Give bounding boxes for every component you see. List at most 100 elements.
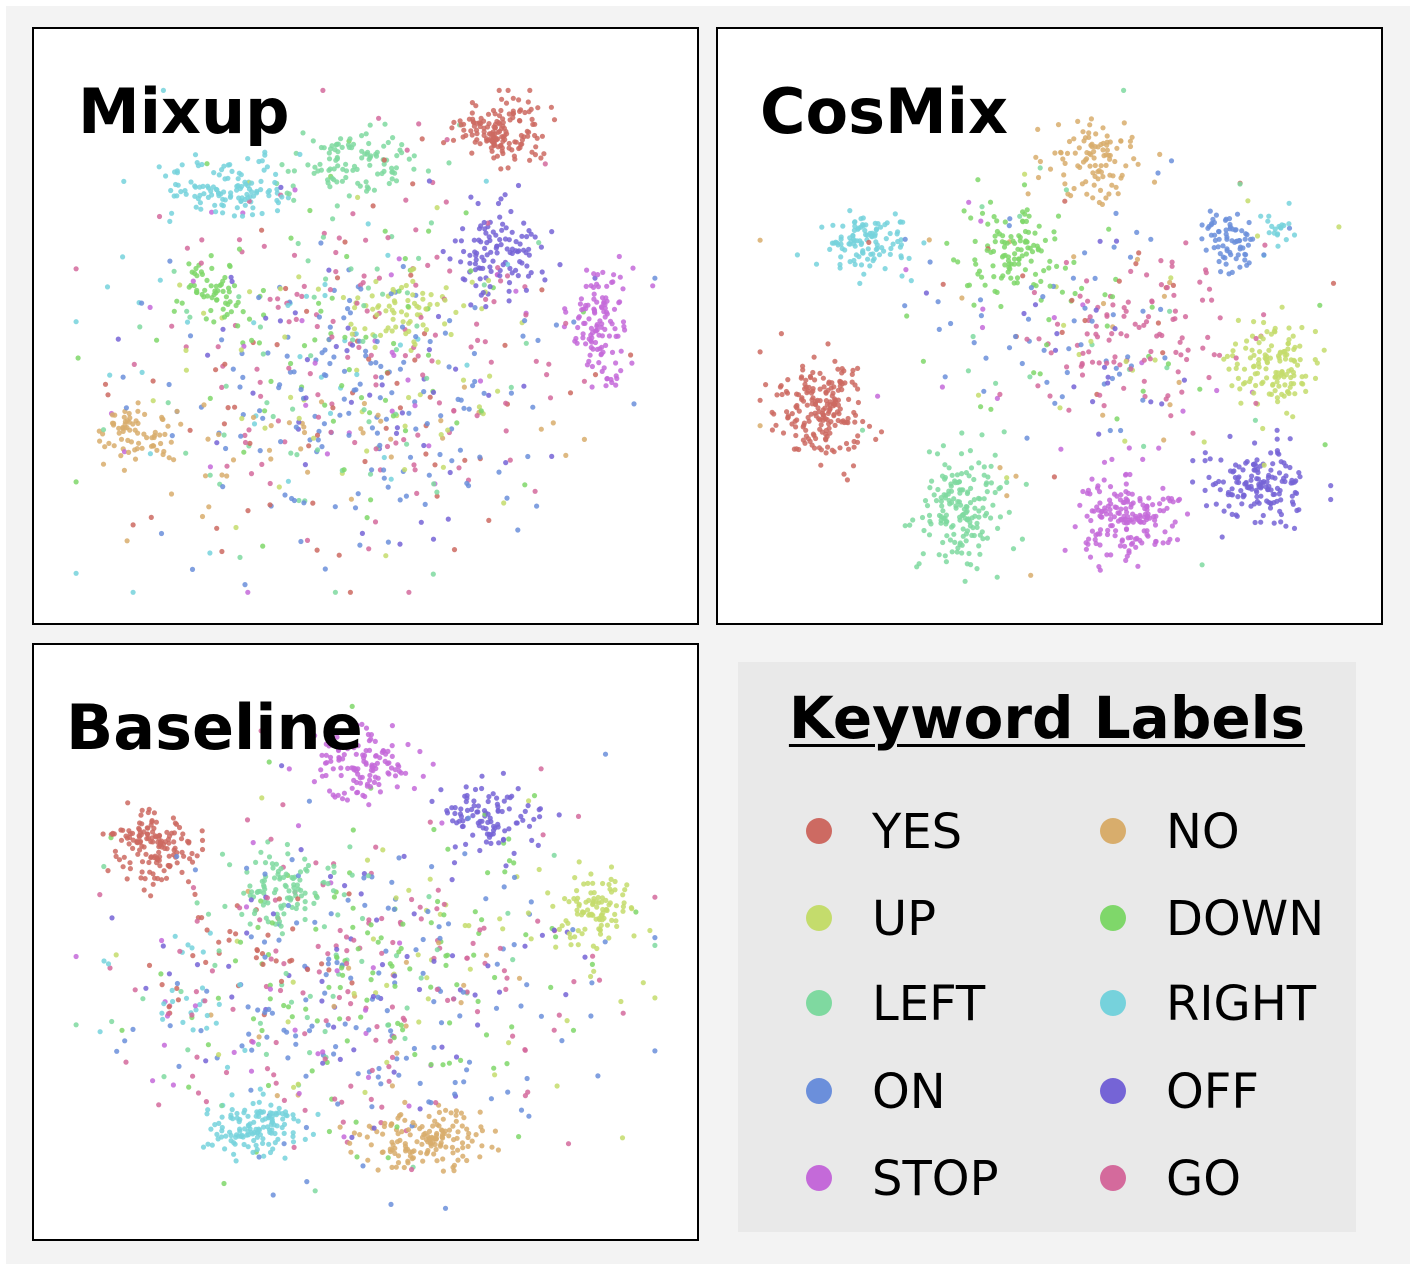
point-right	[397, 342, 403, 348]
point-off	[298, 847, 304, 853]
point-left	[326, 150, 332, 156]
point-up	[390, 286, 396, 293]
point-right	[205, 183, 211, 189]
point-left	[310, 138, 316, 144]
point-down	[231, 283, 238, 289]
point-up	[614, 923, 620, 929]
point-left	[942, 553, 948, 559]
point-off	[418, 519, 424, 525]
point-off	[417, 1106, 423, 1112]
point-up	[612, 911, 618, 917]
point-off	[487, 264, 493, 270]
point-yes	[304, 308, 310, 314]
point-on	[383, 948, 389, 954]
point-go	[316, 969, 322, 975]
point-off	[1096, 431, 1102, 437]
point-off	[397, 541, 403, 547]
point-on	[426, 1099, 432, 1105]
point-yes	[314, 547, 320, 553]
point-on	[397, 366, 403, 372]
point-down	[225, 301, 231, 307]
point-yes	[267, 502, 273, 508]
point-no	[389, 1164, 395, 1170]
point-up	[1251, 319, 1257, 325]
point-left	[375, 171, 381, 177]
point-down	[1023, 251, 1029, 257]
point-right	[272, 1140, 278, 1146]
point-left	[253, 859, 259, 865]
point-left	[947, 537, 953, 543]
point-off	[349, 342, 356, 348]
point-up	[620, 892, 626, 898]
point-go	[272, 897, 278, 903]
point-on	[385, 905, 391, 911]
point-left	[931, 492, 937, 498]
point-on	[452, 1091, 458, 1097]
point-down	[633, 909, 639, 915]
cosmix-panel: CosMix	[716, 27, 1383, 625]
point-yes	[157, 854, 163, 860]
point-left	[322, 1028, 328, 1035]
point-left	[1167, 308, 1173, 314]
point-on	[403, 493, 409, 499]
point-yes	[839, 419, 845, 425]
point-on	[319, 444, 325, 450]
point-no	[460, 1153, 466, 1159]
point-go	[333, 249, 339, 256]
point-down	[1020, 209, 1026, 215]
point-down	[344, 253, 350, 260]
point-up	[1282, 382, 1288, 388]
point-no	[230, 457, 237, 463]
point-go	[556, 1012, 562, 1018]
point-go	[464, 955, 470, 961]
point-no	[380, 1131, 386, 1137]
point-stop	[324, 451, 330, 457]
point-up	[1284, 410, 1290, 416]
point-no	[157, 432, 163, 438]
point-off	[520, 817, 526, 823]
point-stop	[1139, 540, 1145, 546]
point-yes	[498, 107, 504, 114]
point-right	[310, 1131, 316, 1137]
point-left	[944, 533, 950, 539]
point-up	[1152, 357, 1158, 363]
point-down	[396, 288, 402, 294]
point-left	[325, 881, 331, 887]
point-left	[920, 551, 926, 557]
point-yes	[507, 117, 513, 123]
point-off	[472, 261, 478, 267]
point-off	[500, 770, 506, 776]
point-right	[200, 1144, 207, 1150]
point-no	[1134, 256, 1141, 262]
point-go	[535, 918, 541, 924]
point-down	[1149, 304, 1155, 310]
point-off	[526, 823, 533, 829]
point-on	[220, 484, 226, 490]
point-up	[386, 303, 392, 309]
point-up	[1168, 275, 1174, 281]
point-right	[205, 1107, 211, 1113]
point-on	[511, 942, 517, 948]
point-off	[1213, 501, 1219, 507]
point-stop	[979, 324, 986, 331]
point-go	[257, 917, 263, 923]
point-stop	[586, 316, 592, 322]
point-off	[302, 462, 308, 468]
point-go	[533, 358, 539, 364]
point-down	[301, 343, 308, 349]
point-left	[955, 545, 961, 551]
point-down	[209, 265, 215, 271]
point-on	[652, 935, 658, 941]
point-up	[427, 876, 433, 882]
point-yes	[804, 390, 810, 396]
point-on	[936, 326, 942, 332]
point-stop	[650, 283, 656, 289]
point-go	[1253, 400, 1259, 406]
point-stop	[1062, 547, 1068, 553]
point-up	[1122, 438, 1128, 444]
point-right	[1283, 237, 1289, 243]
point-right	[259, 1109, 265, 1115]
point-no	[420, 1158, 426, 1164]
point-down	[1018, 247, 1024, 253]
point-left	[359, 133, 365, 139]
